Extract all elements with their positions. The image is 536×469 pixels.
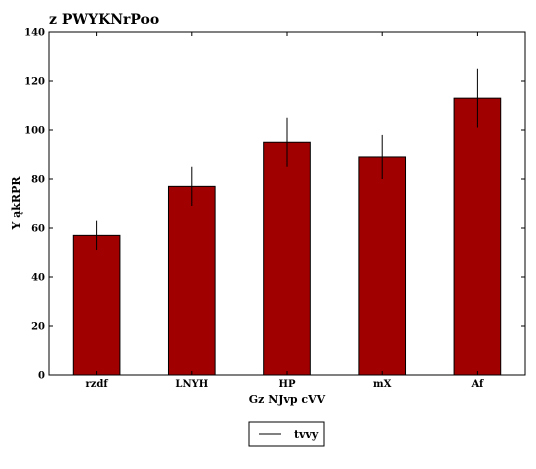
bar-rzdf bbox=[72, 234, 121, 376]
chart-title: z PWYKNrPoo bbox=[49, 12, 159, 28]
y-tick-label: 20 bbox=[31, 322, 45, 333]
bar-Af bbox=[453, 97, 502, 376]
legend-label: tvvy bbox=[294, 428, 319, 441]
y-tick-label: 140 bbox=[24, 28, 45, 39]
y-tick-label: 80 bbox=[31, 175, 45, 186]
bar-HP bbox=[263, 141, 311, 376]
y-tick-label: 40 bbox=[31, 273, 45, 284]
x-tick-label: LNYH bbox=[175, 379, 208, 390]
y-tick-label: 60 bbox=[31, 224, 45, 235]
x-tick-label: mX bbox=[373, 379, 392, 390]
x-tick-label: Af bbox=[470, 379, 484, 390]
x-tick-label: rzdf bbox=[85, 379, 108, 390]
y-tick-label: 0 bbox=[38, 371, 45, 382]
y-axis-label: Y ąkRPR bbox=[10, 176, 23, 231]
x-axis-label: Gz NJvp cVV bbox=[249, 393, 326, 406]
bar-LNYH bbox=[167, 185, 216, 376]
y-tick-label: 120 bbox=[24, 77, 45, 88]
legend: tvvy bbox=[248, 421, 325, 447]
x-tick-label: HP bbox=[279, 379, 296, 390]
y-tick-label: 100 bbox=[24, 126, 45, 137]
plot-area: 0 20 40 60 80 100 120 140 rzdf LNYH HP mX Af bbox=[24, 28, 526, 390]
bar-mX bbox=[358, 156, 407, 376]
